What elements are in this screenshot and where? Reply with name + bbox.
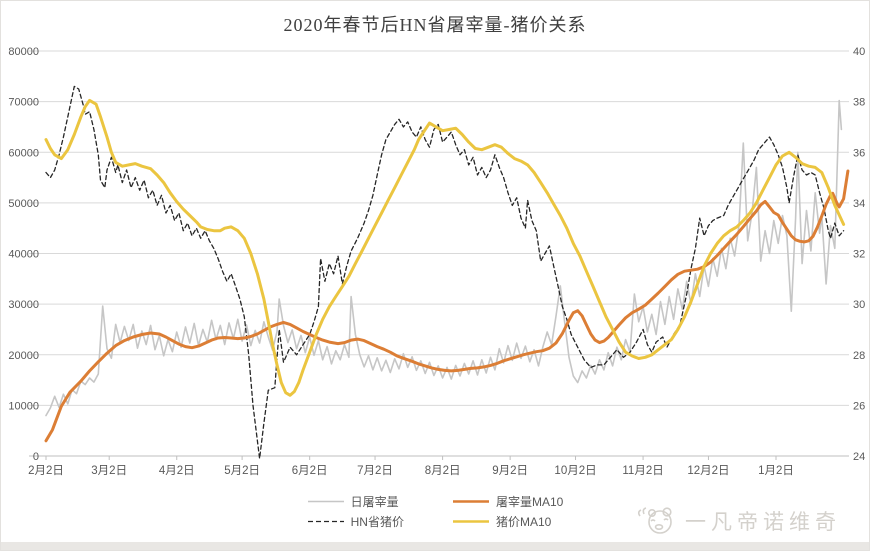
y-left-tick-label: 10000 [8,400,39,412]
y-left-tick-label: 70000 [8,97,39,109]
x-tick-label: 2月2日 [28,465,64,477]
x-tick-label: 9月2日 [492,465,528,477]
y-left-tick-label: 0 [33,451,39,463]
y-right-tick-label: 34 [853,198,865,210]
x-tick-label: 4月2日 [159,465,195,477]
y-left-tick-label: 50000 [8,198,39,210]
y-right-tick-label: 38 [853,97,865,109]
chart-title: 2020年春节后HN省屠宰量-猪价关系 [283,15,587,35]
x-tick-label: 3月2日 [91,465,127,477]
x-tick-label: 12月2日 [687,465,729,477]
y-right-tick-label: 32 [853,249,865,261]
legend-item-2: 屠宰量MA10 [452,493,563,510]
y-right-tick-label: 30 [853,299,865,311]
y-left-tick-label: 40000 [8,249,39,261]
series-line-2 [44,169,850,443]
bottom-strip [1,542,869,550]
y-right-tick-label: 24 [853,451,865,463]
animal-face-icon [637,507,672,534]
legend-swatch-0 [307,500,344,503]
legend-label: 屠宰量MA10 [495,495,564,509]
y-left-tick-label: 30000 [8,299,39,311]
legend-grid: 日屠宰量 屠宰量MA10 HN省猪价 猪价MA10 [307,493,563,530]
series-line-3 [44,98,846,397]
legend-swatch-1 [307,520,344,523]
legend-swatch-2 [452,500,489,503]
x-tick-label: 5月2日 [224,465,260,477]
x-tick-label: 7月2日 [357,465,393,477]
legend-item-1: HN省猪价 [307,513,404,530]
y-left-tick-label: 80000 [8,46,39,58]
y-right-tick-label: 26 [853,400,865,412]
x-tick-label: 8月2日 [425,465,461,477]
y-left-tick-label: 60000 [8,147,39,159]
legend-label: 猪价MA10 [495,515,552,529]
legend-item-3: 猪价MA10 [452,513,563,530]
legend-item-0: 日屠宰量 [307,493,404,510]
series-line-0 [45,99,843,417]
y-left-tick-label: 20000 [8,350,39,362]
legend-swatch-3 [452,520,489,523]
legend-label: 日屠宰量 [350,495,399,509]
y-right-tick-label: 40 [853,46,865,58]
x-tick-label: 11月2日 [622,465,663,477]
y-right-tick-label: 36 [853,147,865,159]
y-right-tick-label: 28 [853,350,865,362]
legend-label: HN省猪价 [350,515,404,529]
x-tick-label: 10月2日 [554,465,596,477]
x-tick-label: 1月2日 [758,465,794,477]
watermark-text: 一凡帝诺维奇 [685,511,841,534]
series-line-1 [45,85,845,460]
watermark: 一凡帝诺维奇 [637,506,841,536]
legend: 日屠宰量 屠宰量MA10 HN省猪价 猪价MA10 [1,493,869,530]
x-tick-label: 6月2日 [292,465,328,477]
